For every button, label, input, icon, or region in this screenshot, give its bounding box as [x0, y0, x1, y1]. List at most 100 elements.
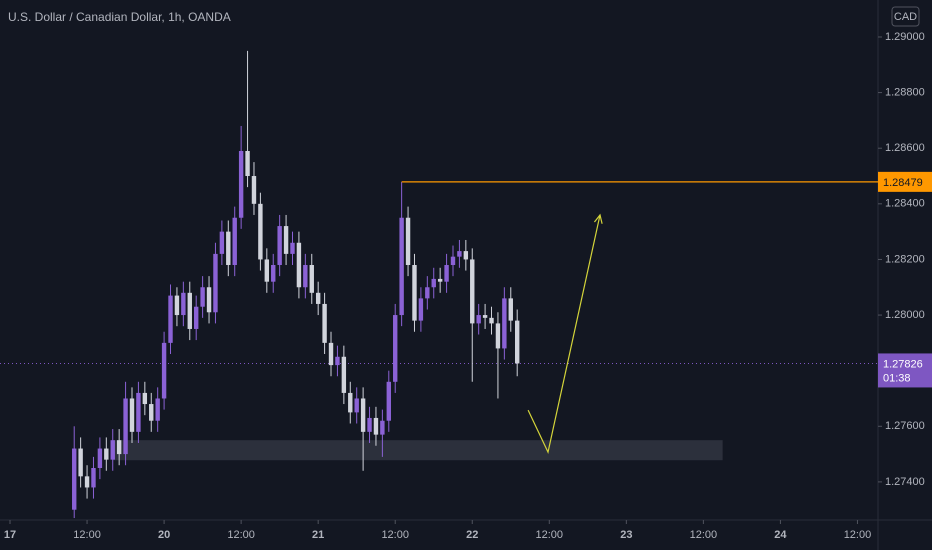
- currency-label[interactable]: CAD: [894, 11, 917, 23]
- candle-body: [296, 242, 302, 288]
- candle-body: [463, 251, 469, 260]
- candle-body: [348, 392, 353, 413]
- candle-body: [514, 320, 520, 364]
- candle-body: [354, 398, 359, 413]
- candle-body: [161, 342, 167, 399]
- candle-body: [136, 392, 141, 432]
- candle-body: [193, 306, 199, 329]
- countdown-label: 01:38: [883, 372, 911, 384]
- resistance-label-box: [878, 171, 932, 192]
- x-tick-label: 12:00: [381, 529, 409, 541]
- demand-zone: [112, 440, 723, 461]
- candle-body: [78, 448, 83, 477]
- candle-body: [245, 150, 250, 177]
- x-tick-label: 12:00: [536, 529, 564, 541]
- candle-body: [482, 315, 488, 318]
- candle-body: [418, 298, 424, 321]
- x-tick-label: 17: [4, 529, 16, 541]
- candle-body: [502, 298, 507, 349]
- x-tick-label: 23: [620, 529, 632, 541]
- x-tick-label: 24: [774, 529, 787, 541]
- candle-body: [213, 253, 218, 313]
- candle-body: [476, 315, 481, 324]
- candle-body: [251, 176, 257, 204]
- candle-body: [84, 476, 90, 488]
- x-tick-label: 12:00: [844, 529, 872, 541]
- y-tick-label: 1.28400: [885, 198, 925, 210]
- candle-body: [174, 295, 180, 316]
- candle-body: [450, 256, 456, 266]
- candle-body: [489, 317, 494, 324]
- y-tick-label: 1.28800: [885, 87, 925, 99]
- candle-body: [431, 278, 436, 288]
- candle-body: [495, 323, 501, 349]
- x-tick-label: 20: [158, 529, 170, 541]
- currency-button[interactable]: [891, 6, 920, 27]
- arrow-head: [593, 213, 603, 224]
- candle-body: [149, 404, 154, 421]
- last-price-label-box: [878, 353, 932, 388]
- candle-body: [386, 381, 391, 421]
- candle-body: [116, 440, 122, 455]
- candle-body: [104, 448, 109, 460]
- candle-body: [72, 448, 77, 510]
- candle-body: [444, 265, 449, 282]
- x-tick-label: 22: [466, 529, 478, 541]
- candle-body: [437, 278, 443, 282]
- candle-body: [322, 303, 327, 343]
- candle-body: [373, 417, 379, 435]
- candle-body: [309, 265, 314, 293]
- x-tick-label: 12:00: [227, 529, 255, 541]
- candle-body: [181, 292, 186, 316]
- candle-body: [258, 203, 263, 260]
- candle-body: [457, 251, 462, 257]
- y-tick-label: 1.27400: [885, 476, 925, 488]
- candle-body: [508, 298, 513, 321]
- candle-body: [123, 398, 128, 455]
- last-price-label: 1.27826: [883, 358, 923, 370]
- candle-body: [238, 150, 244, 218]
- chart-title: U.S. Dollar / Canadian Dollar, 1h, OANDA: [8, 10, 231, 24]
- candle-body: [187, 292, 192, 329]
- candle-body: [283, 226, 289, 254]
- candle-body: [200, 287, 205, 307]
- candle-body: [219, 231, 225, 254]
- candle-body: [393, 315, 398, 382]
- y-tick-label: 1.28200: [885, 253, 925, 265]
- candle-body: [155, 398, 160, 421]
- candle-body: [264, 259, 270, 282]
- candle-body: [470, 259, 475, 324]
- candle-body: [328, 342, 334, 366]
- candle-body: [232, 217, 237, 266]
- y-tick-label: 1.28000: [885, 309, 925, 321]
- candle-body: [290, 242, 295, 254]
- candle-body: [360, 398, 366, 432]
- candle-body: [341, 356, 347, 393]
- candle-body: [303, 265, 308, 288]
- candle-body: [380, 420, 385, 435]
- candle-body: [97, 448, 103, 468]
- candle-body: [335, 356, 340, 366]
- candle-body: [168, 295, 173, 343]
- x-tick-label: 12:00: [73, 529, 101, 541]
- candle-body: [129, 398, 135, 432]
- candle-body: [405, 217, 411, 266]
- x-tick-label: 12:00: [690, 529, 718, 541]
- candle-body: [110, 440, 115, 460]
- y-tick-label: 1.27600: [885, 420, 925, 432]
- arrow-path: [527, 214, 601, 454]
- y-tick-label: 1.29000: [885, 31, 925, 43]
- candle-body: [206, 287, 212, 313]
- candle-body: [412, 265, 417, 321]
- candle-body: [367, 417, 372, 432]
- y-tick-label: 1.28600: [885, 142, 925, 154]
- candle-body: [142, 392, 148, 405]
- candle-body: [399, 217, 404, 316]
- candle-body: [315, 292, 321, 304]
- candle-body: [271, 265, 276, 282]
- candle-body: [226, 231, 231, 266]
- candle-body: [91, 468, 96, 488]
